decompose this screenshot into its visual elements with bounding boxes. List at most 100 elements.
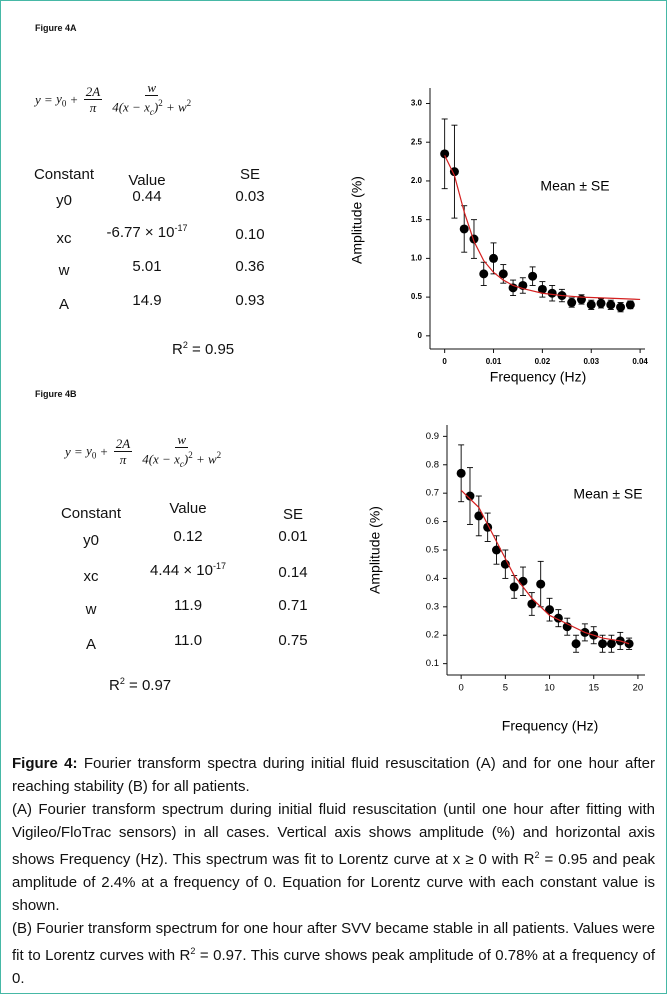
caption-text: Fourier transform spectra during initial…	[12, 755, 655, 795]
data-point	[498, 269, 508, 279]
data-point	[474, 511, 484, 521]
table-cell: 11.9	[173, 597, 203, 614]
annotation: Mean ± SE	[573, 486, 642, 502]
table-header: SE	[239, 166, 261, 183]
y-tick-label: 0.5	[411, 292, 423, 301]
caption-text: = 0.97. This curve shows peak amplitude …	[12, 947, 656, 987]
eq-text: + w	[162, 99, 187, 115]
numerator: 2A	[113, 436, 133, 453]
fit-curve	[444, 155, 641, 301]
table-cell: 0.03	[235, 188, 265, 205]
eq-text: )	[183, 451, 189, 467]
eq-text: )	[153, 99, 159, 115]
y-tick-label: 0	[418, 331, 423, 340]
superscript: 2	[534, 850, 540, 860]
table-header: Constant	[60, 505, 122, 522]
table-header: Value	[128, 172, 166, 189]
table-cell: w	[85, 601, 97, 618]
table-cell: 0.14	[278, 564, 308, 581]
eq-text: + w	[192, 451, 217, 467]
subscript: 0	[91, 450, 97, 461]
x-tick-label: 5	[503, 683, 508, 694]
data-point	[598, 639, 608, 649]
x-tick-label: 0.03	[583, 357, 599, 366]
data-point	[596, 298, 606, 308]
eq-symbol: +	[100, 443, 108, 459]
r2-text: = 0.95	[187, 341, 235, 358]
data-point	[547, 288, 557, 298]
table-cell: -6.77 × 10-17	[107, 223, 188, 241]
superscript: 2	[119, 676, 125, 686]
data-point	[465, 491, 475, 501]
table-cell: A	[85, 636, 97, 653]
y-tick-label: 0.5	[426, 545, 439, 556]
subscript: c	[149, 106, 154, 117]
table-cell: 5.01	[132, 258, 162, 275]
cell-text: 4.44 × 10	[150, 562, 213, 579]
caption-label: Figure 4:	[12, 755, 78, 772]
eq-text: 4(x − x	[142, 451, 180, 467]
eq-symbol: y0	[86, 443, 97, 461]
subscript: 0	[61, 98, 67, 109]
y-axis-title: Amplitude (%)	[367, 506, 383, 594]
r-squared: R2 = 0.97	[109, 676, 171, 694]
denominator: 4(x − xc)2 + w2	[140, 448, 223, 472]
data-point	[625, 300, 635, 310]
denominator: π	[119, 452, 127, 468]
x-tick-label: 10	[544, 683, 555, 694]
denominator: π	[89, 100, 97, 116]
fraction: w 4(x − xc)2 + w2	[140, 432, 223, 472]
r2-text: R	[172, 341, 183, 358]
data-point	[479, 269, 489, 279]
cell-text: -6.77 × 10	[106, 224, 175, 241]
equation: y = y0 +2A π w 4(x − xc)2 + w2	[35, 80, 195, 120]
eq-symbol: y	[65, 443, 71, 459]
table-cell: xc	[56, 230, 72, 247]
caption-text: = 0.95 and peak amplitude of 2.4% at a f…	[12, 851, 655, 914]
superscript: 2	[186, 98, 192, 108]
data-point	[459, 224, 469, 234]
eq-symbol: y	[35, 91, 41, 107]
r-squared: R2 = 0.95	[172, 340, 234, 358]
table-cell: 0.44	[132, 188, 162, 205]
caption-text: (B) Fourier transform spectrum for one h…	[12, 920, 655, 964]
data-point	[537, 284, 547, 294]
y-tick-label: 1.0	[411, 253, 423, 262]
figure-label: Figure 4B	[35, 389, 77, 399]
eq-symbol: +	[70, 91, 78, 107]
data-point	[527, 599, 537, 609]
fit-curve	[460, 489, 630, 645]
caption: Figure 4: Fourier transform spectra duri…	[12, 752, 655, 990]
y-tick-label: 2.5	[411, 137, 423, 146]
table-cell: w	[58, 262, 70, 279]
table-header: Value	[169, 500, 207, 517]
y-axis-title: Amplitude (%)	[349, 176, 365, 264]
data-point	[567, 298, 577, 308]
x-tick-label: 0	[458, 683, 463, 694]
y-tick-label: 0.1	[426, 658, 439, 669]
superscript: 2	[188, 450, 193, 460]
data-point	[508, 283, 518, 293]
table-cell: 0.12	[173, 528, 203, 545]
superscript: -17	[212, 561, 226, 571]
y-tick-label: 0.9	[426, 431, 439, 442]
data-point	[469, 234, 479, 244]
table-cell: 14.9	[132, 292, 162, 309]
numerator: w	[175, 432, 189, 448]
x-tick-label: 0.01	[486, 357, 502, 366]
x-tick-label: 0.02	[535, 357, 551, 366]
table-cell: 4.44 × 10-17	[150, 561, 226, 579]
y-tick-label: 0.7	[426, 488, 439, 499]
table-cell: 0.36	[235, 258, 265, 275]
fraction: 2A π	[83, 84, 103, 116]
table-cell: 0.75	[278, 632, 308, 649]
numerator: w	[145, 80, 159, 96]
subscript: c	[179, 458, 184, 469]
eq-symbol: y0	[56, 91, 67, 109]
data-point	[528, 271, 538, 281]
r2-text: R	[109, 677, 120, 694]
table-cell: 0.01	[278, 528, 308, 545]
x-axis-title: Frequency (Hz)	[490, 369, 586, 385]
superscript: 2	[190, 946, 196, 956]
